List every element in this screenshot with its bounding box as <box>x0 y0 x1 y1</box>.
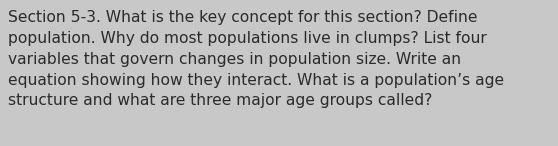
Text: Section 5-3. What is the key concept for this section? Define
population. Why do: Section 5-3. What is the key concept for… <box>8 10 504 108</box>
